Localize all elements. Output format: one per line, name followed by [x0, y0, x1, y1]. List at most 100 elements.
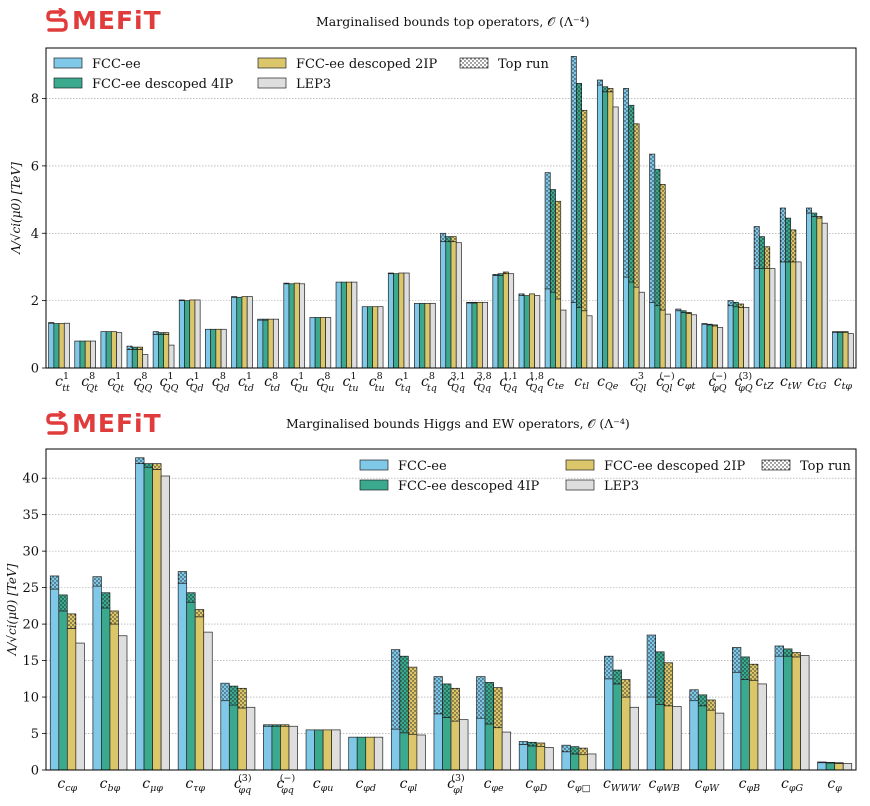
legend-label: FCC-ee [92, 57, 141, 72]
bar [126, 349, 133, 369]
bar-top-run-hatch [476, 676, 486, 719]
plot-frame [45, 448, 857, 771]
bar [280, 725, 290, 771]
bar [769, 268, 776, 369]
bar [246, 706, 256, 771]
x-tick-label: c1 tu [343, 371, 359, 394]
bar-top-run-hatch [817, 761, 827, 763]
x-tick-label: c(−) Ql [656, 371, 675, 394]
bar-top-run-hatch [811, 213, 817, 217]
bar-top-run-hatch [137, 347, 143, 350]
bar [288, 725, 298, 771]
bar [361, 306, 368, 369]
bar-top-run-hatch [263, 724, 272, 727]
bar-top-run-hatch [733, 302, 739, 307]
legend-swatch [359, 459, 389, 471]
bar-top-run-hatch [178, 571, 187, 584]
bar-top-run-hatch [785, 218, 791, 262]
bar-top-run-hatch [555, 201, 561, 299]
x-tick-label: cφ [827, 776, 842, 794]
bar [738, 307, 744, 369]
bar-top-run-hatch [67, 613, 76, 629]
x-tick-label: ctφ [834, 374, 853, 392]
bar-top-run-hatch [399, 656, 409, 733]
bar [749, 679, 759, 771]
bar [817, 762, 827, 771]
bar [685, 313, 692, 369]
bar-top-run-hatch [790, 229, 796, 262]
bar [246, 296, 253, 369]
bar-top-run-hatch [152, 463, 162, 470]
bar-top-run-hatch [485, 682, 494, 725]
bar [424, 302, 431, 369]
bar-top-run-hatch [698, 694, 707, 706]
x-tick-label: c(3) φQ [734, 371, 752, 394]
bar-top-run-hatch [50, 575, 59, 590]
bar [476, 301, 483, 369]
bar-top-run-hatch [135, 457, 145, 464]
bar-top-run-hatch [280, 724, 289, 727]
bar-top-run-hatch [613, 670, 622, 684]
bar [774, 655, 784, 771]
higgs-ew-operators-chart: 0 5 10 15 20 25 30 35 40 Λ/√ci(μ0) [TeV] ccφ cbφ cμφ… [5, 448, 857, 796]
bar [837, 332, 844, 369]
bar-top-run-hatch [754, 226, 760, 269]
bar-top-run-hatch [834, 762, 844, 764]
bar [655, 703, 665, 771]
bar [152, 333, 159, 369]
bar-top-run-hatch [92, 576, 102, 587]
bar [646, 696, 656, 771]
y-tick-label: 4 [31, 227, 39, 242]
bar [691, 314, 697, 369]
bar [168, 344, 175, 369]
bar [602, 91, 609, 369]
bar-top-run-hatch [229, 686, 238, 706]
bar-top-run-hatch [445, 236, 451, 242]
bar [49, 588, 60, 771]
bar-top-run-hatch [388, 273, 394, 274]
bar [783, 655, 793, 771]
x-tick-label: cφe [484, 776, 504, 794]
bar [484, 723, 494, 771]
bar [194, 299, 201, 369]
x-tick-label: ctZ [755, 374, 774, 392]
x-tick-label: ctW [780, 374, 803, 392]
bar [621, 696, 631, 771]
legend-label-top-run: Top run [498, 57, 550, 72]
mefit-logo-top: MEFiT [46, 6, 162, 35]
bar [335, 281, 342, 369]
x-tick-label: cφ□ [567, 776, 590, 794]
y-tick-label: 0 [31, 362, 39, 377]
x-tick-label: c(3) φq [234, 773, 252, 796]
bar-top-run-hatch [527, 742, 537, 746]
bar [596, 84, 603, 369]
bar [832, 332, 839, 369]
y-tick-label: 8 [31, 92, 39, 107]
bar-top-run-hatch [186, 592, 196, 603]
legend-swatch [565, 459, 595, 471]
bar-top-run-hatch [660, 184, 666, 311]
bar-top-run-hatch [749, 664, 758, 681]
y-tick-label: 2 [31, 294, 39, 309]
bar [105, 331, 112, 369]
bar-top-run-hatch [471, 302, 478, 303]
y-tick-label: 25 [22, 581, 39, 596]
x-tick-label: c3,1 Qq [447, 371, 465, 394]
bar [445, 241, 452, 369]
bar [377, 306, 384, 369]
bar [48, 322, 55, 369]
x-tick-label: cte [547, 374, 565, 392]
bar [847, 333, 854, 369]
bar [237, 707, 247, 771]
bar [714, 712, 725, 771]
bar [58, 610, 68, 771]
bar-top-run-hatch [271, 724, 281, 727]
bar [152, 469, 162, 771]
bar [262, 319, 269, 369]
x-tick-label: cφWB [649, 776, 680, 794]
x-tick-label: c1 QQ [160, 371, 179, 394]
bar [101, 607, 111, 771]
bar [623, 276, 630, 369]
bar-top-run-hatch [623, 88, 629, 278]
bar [429, 302, 436, 369]
